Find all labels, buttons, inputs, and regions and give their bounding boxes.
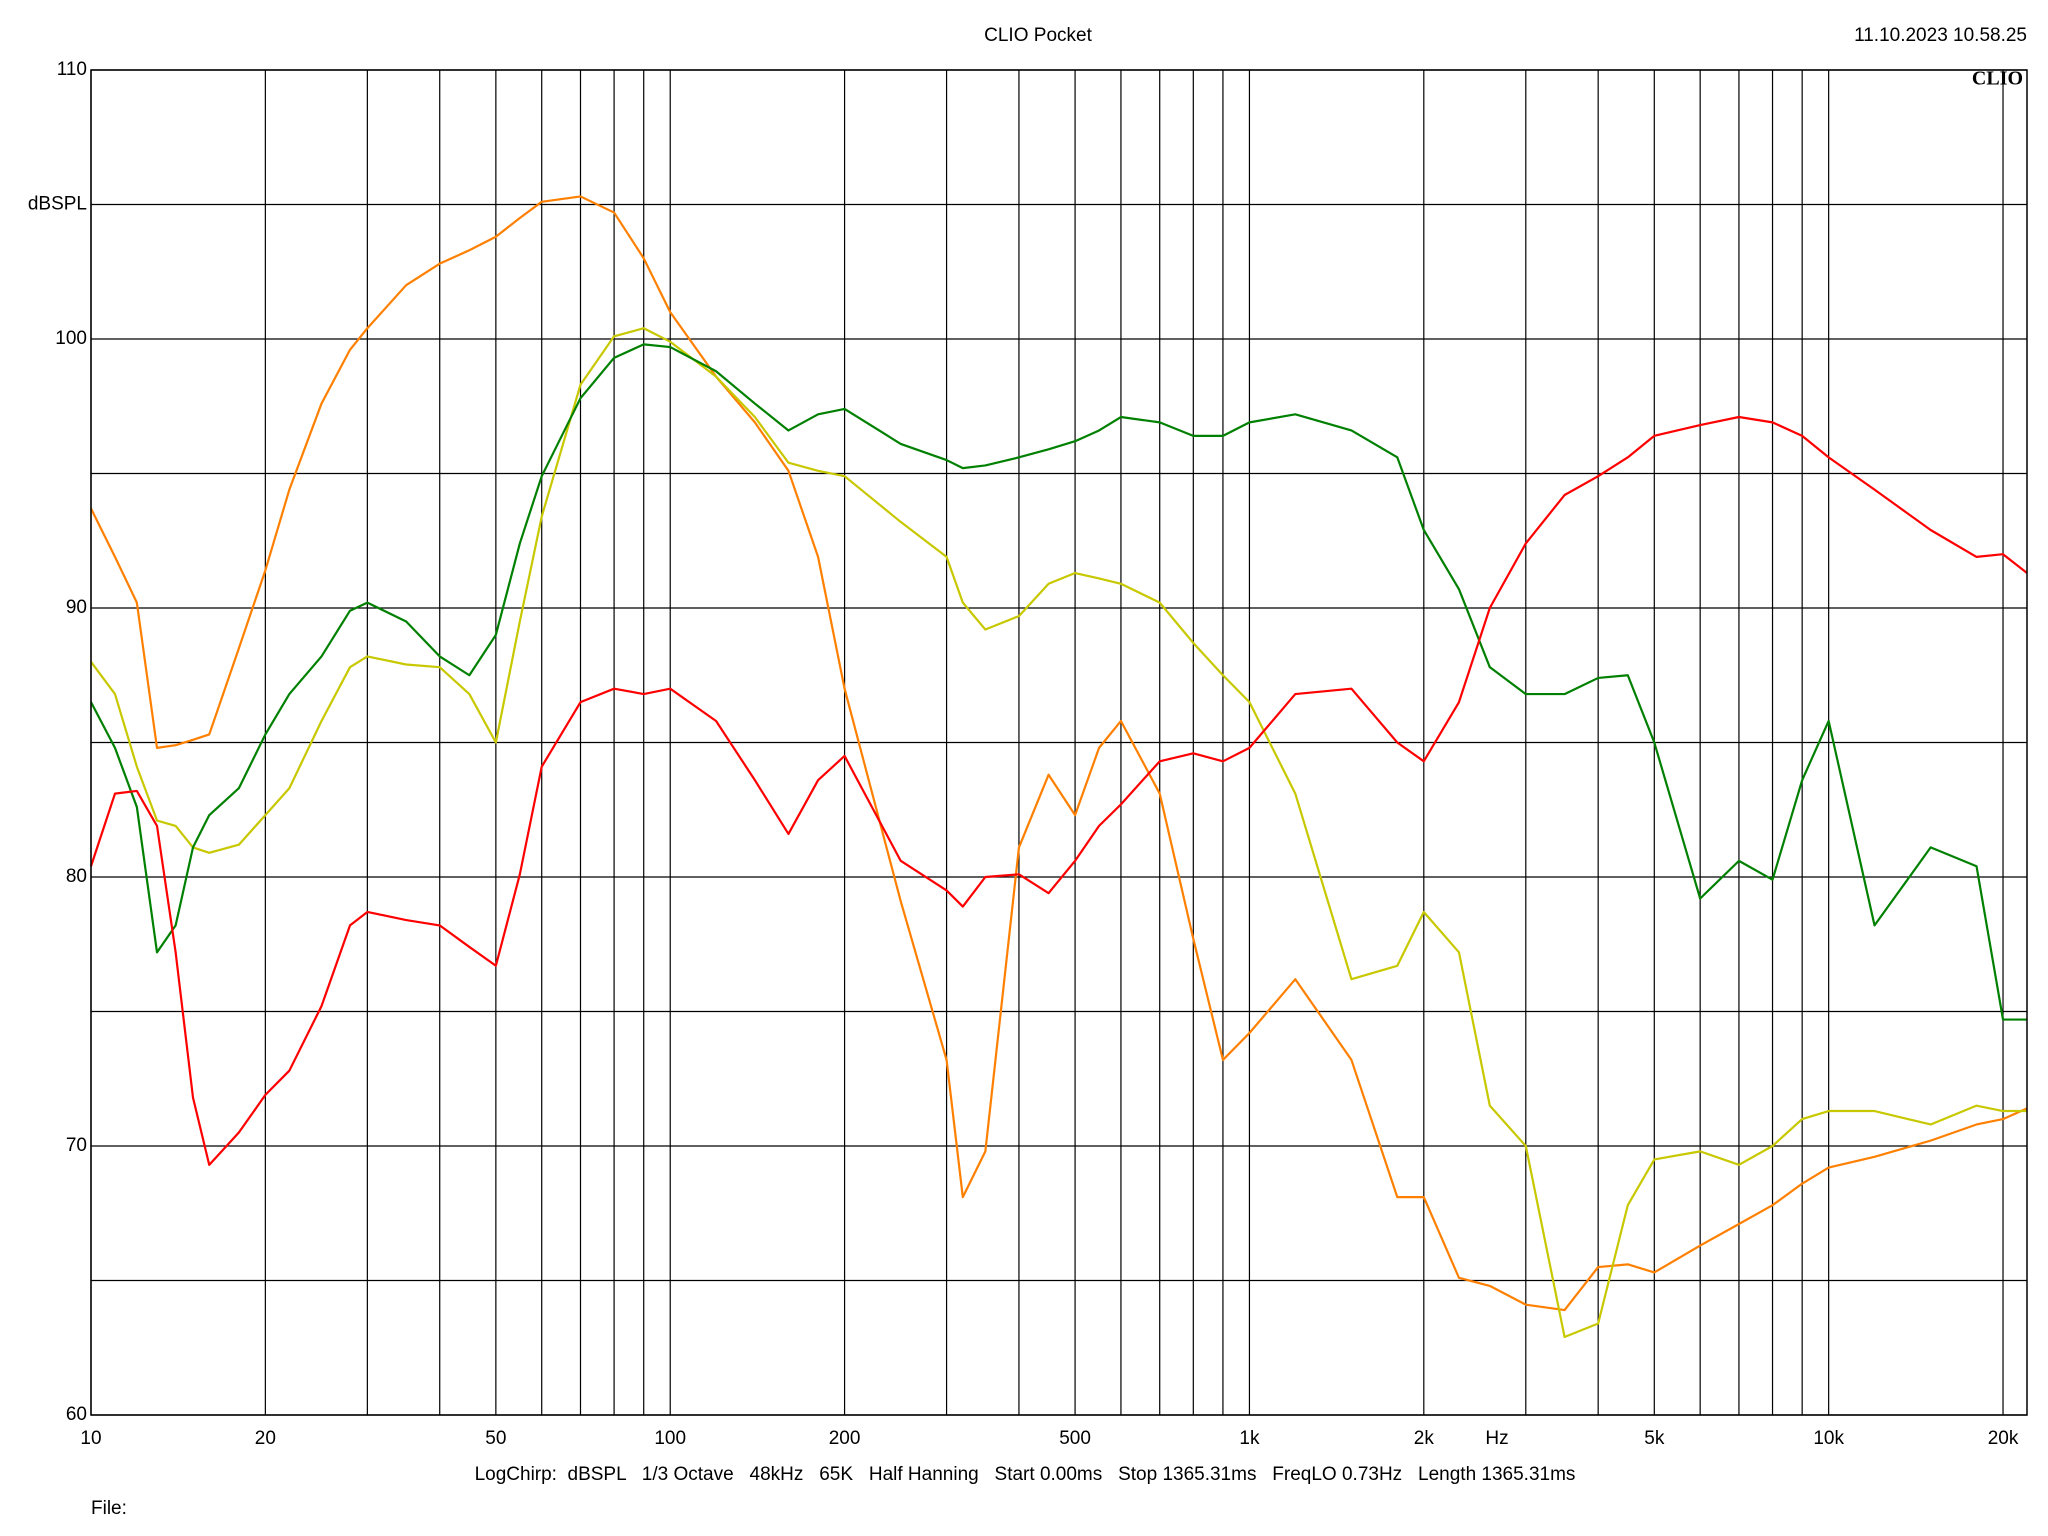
series-line bbox=[90, 343, 2027, 1021]
y-tick-label: 100 bbox=[55, 328, 87, 349]
y-tick-label: 110 bbox=[57, 59, 87, 80]
x-tick-label: 200 bbox=[829, 1428, 861, 1449]
x-tick-label: 10 bbox=[80, 1428, 101, 1449]
x-tick-label: 20 bbox=[255, 1428, 276, 1449]
x-tick-label: 100 bbox=[654, 1428, 686, 1449]
x-tick-label: 20k bbox=[1988, 1428, 2019, 1449]
y-tick-label: 70 bbox=[66, 1135, 87, 1156]
series-line bbox=[90, 195, 2028, 1312]
x-tick-label: 500 bbox=[1059, 1428, 1091, 1449]
plot-frame bbox=[90, 69, 2028, 1416]
y-tick-label: 80 bbox=[66, 866, 87, 887]
file-label: File: bbox=[91, 1498, 127, 1519]
series-line bbox=[89, 415, 2028, 1166]
y-tick-label: 60 bbox=[66, 1404, 87, 1425]
x-tick-label: 1k bbox=[1239, 1428, 1260, 1449]
x-tick-label: 5k bbox=[1644, 1428, 1665, 1449]
x-axis-label: Hz bbox=[1485, 1428, 1508, 1449]
x-tick-label: 2k bbox=[1414, 1428, 1435, 1449]
x-tick-label: 10k bbox=[1813, 1428, 1844, 1449]
series-line bbox=[90, 327, 2027, 1339]
settings-line: LogChirp: dBSPL 1/3 Octave 48kHz 65K Hal… bbox=[475, 1464, 1576, 1485]
x-tick-label: 50 bbox=[485, 1428, 506, 1449]
chart-title: CLIO Pocket bbox=[984, 25, 1092, 46]
y-axis-label: dBSPL bbox=[28, 194, 87, 215]
logo: CLIO bbox=[1972, 68, 2023, 90]
y-tick-label: 90 bbox=[66, 597, 87, 618]
timestamp: 11.10.2023 10.58.25 bbox=[1854, 25, 2027, 46]
